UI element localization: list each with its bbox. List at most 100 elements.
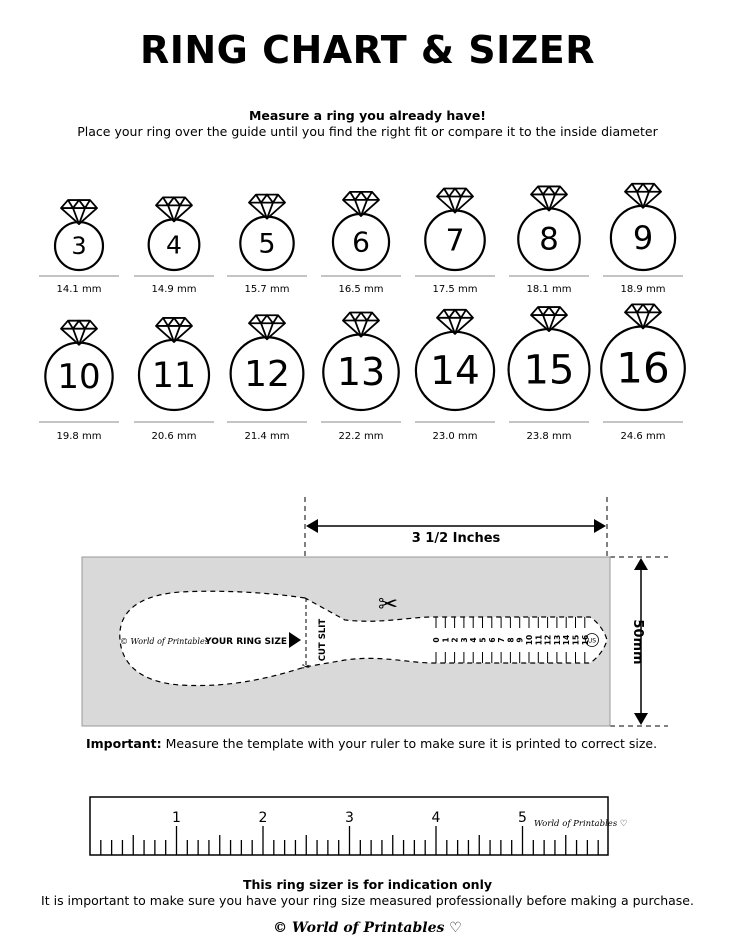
- ring-size-number: 12: [244, 354, 290, 395]
- scale-label: 8: [506, 637, 515, 642]
- ring-chart: 3 14.1 mm 4 14.9 mm 5 15.7 mm 6 16.5 mm 7 17.5 mm…: [39, 182, 686, 442]
- arrowhead-down-icon: [634, 713, 648, 725]
- ring-size-number: 13: [337, 350, 385, 394]
- cut-slit-label: CUT SLIT: [318, 619, 328, 662]
- ring-size-4: 4 14.9 mm: [134, 196, 214, 295]
- scale-label: 4: [469, 637, 478, 642]
- diamond-icon: [530, 185, 568, 212]
- ring-size-14: 14 23.0 mm: [414, 308, 496, 442]
- page-title: RING CHART & SIZER: [139, 28, 596, 72]
- ring-size-number: 4: [166, 230, 182, 259]
- your-ring-size-label: YOUR RING SIZE: [204, 637, 287, 647]
- ring-diameter: 19.8 mm: [57, 431, 102, 442]
- scale-label: 7: [497, 637, 506, 642]
- important-label: Important:: [86, 736, 162, 751]
- small-scissors-icon: ✂: [302, 662, 310, 673]
- diamond-icon: [155, 196, 193, 223]
- height-label: 50mm: [630, 619, 645, 664]
- subtitle: Measure a ring you already have!: [248, 108, 486, 123]
- ring-size-number: 5: [258, 228, 275, 259]
- ring-size-10: 10 19.8 mm: [39, 319, 119, 442]
- ring-diameter: 14.9 mm: [152, 284, 197, 295]
- ring-size-number: 16: [616, 343, 669, 392]
- disclaimer-text: It is important to make sure you have yo…: [41, 893, 694, 908]
- ring-size-12: 12 21.4 mm: [227, 314, 307, 442]
- footer-logo: © World of Printables ♡: [273, 920, 462, 936]
- diamond-icon: [436, 308, 474, 335]
- diamond-icon: [60, 319, 98, 346]
- ring-size-9: 9 18.9 mm: [603, 182, 683, 295]
- scale-label: 0: [432, 637, 441, 642]
- disclaimer-title: This ring sizer is for indication only: [242, 877, 493, 892]
- scale-label: 13: [553, 635, 562, 645]
- ring-size-number: 14: [430, 349, 480, 394]
- important-note: Important: Measure the template with you…: [86, 736, 657, 751]
- brand-mark: © World of Printables ♡: [120, 637, 219, 646]
- ruler-number: 1: [172, 810, 181, 826]
- us-badge: [585, 633, 599, 647]
- ruler-number: 5: [518, 810, 527, 826]
- scale-label: 9: [516, 637, 525, 642]
- diamond-icon: [60, 199, 98, 225]
- scissors-icon: ✂: [378, 590, 398, 618]
- scale-label: 11: [534, 635, 543, 645]
- scale-label: 15: [572, 635, 581, 645]
- ring-size-3: 3 14.1 mm: [39, 199, 119, 295]
- ring-diameter: 18.9 mm: [621, 284, 666, 295]
- diamond-icon: [342, 311, 380, 338]
- diamond-icon: [248, 193, 286, 220]
- ring-diameter: 14.1 mm: [57, 284, 102, 295]
- ring-size-7: 7 17.5 mm: [415, 187, 495, 295]
- diamond-icon: [248, 314, 286, 341]
- diamond-icon: [530, 306, 568, 332]
- size-scale: 0 1 2 3 4 5 6 7 8 9 10 11 12 13 14 15 16: [432, 617, 590, 663]
- ring-diameter: 23.0 mm: [433, 431, 478, 442]
- scale-label: 12: [544, 635, 553, 645]
- ring-diameter: 15.7 mm: [245, 284, 290, 295]
- ring-size-11: 11 20.6 mm: [134, 317, 214, 442]
- ring-size-number: 10: [57, 357, 100, 397]
- diamond-icon: [624, 303, 662, 330]
- ring-size-number: 9: [633, 219, 653, 257]
- ring-size-number: 3: [71, 232, 86, 260]
- scale-label: 1: [441, 637, 450, 642]
- ruler-number: 4: [432, 810, 441, 826]
- arrowhead-up-icon: [634, 558, 648, 570]
- ring-size-5: 5 15.7 mm: [227, 193, 307, 295]
- pointer-triangle-icon: [289, 632, 301, 648]
- us-badge-label: US: [588, 638, 596, 645]
- ring-size-number: 11: [152, 356, 197, 396]
- ring-diameter: 17.5 mm: [433, 284, 478, 295]
- arrowhead-left-icon: [306, 519, 318, 533]
- ruler-ticks: 1 2 3 4 5: [100, 810, 599, 855]
- ring-diameter: 20.6 mm: [152, 431, 197, 442]
- cut-out-strip[interactable]: [119, 590, 608, 687]
- ring-diameter: 23.8 mm: [527, 431, 572, 442]
- ruler-brand: World of Printables ♡: [534, 819, 628, 829]
- ruler-number: 2: [259, 810, 268, 826]
- ring-diameter: 18.1 mm: [527, 284, 572, 295]
- ruler: [89, 796, 609, 856]
- scale-label: 5: [479, 637, 488, 642]
- diamond-icon: [436, 187, 474, 214]
- diamond-icon: [342, 191, 380, 217]
- important-text: Measure the template with your ruler to …: [161, 736, 658, 751]
- ring-size-8: 8 18.1 mm: [509, 185, 589, 295]
- ring-size-16: 16 24.6 mm: [600, 303, 686, 442]
- template-background: [81, 556, 611, 727]
- ring-size-13: 13 22.2 mm: [321, 311, 401, 442]
- scale-label: 2: [451, 637, 460, 642]
- ring-size-number: 7: [445, 223, 464, 258]
- ring-size-number: 8: [539, 222, 559, 258]
- ring-diameter: 24.6 mm: [621, 431, 666, 442]
- ruler-number: 3: [345, 810, 354, 826]
- ring-size-15: 15 23.8 mm: [507, 306, 591, 442]
- scale-label: 16: [581, 635, 590, 645]
- arrowhead-right-icon: [594, 519, 606, 533]
- ring-diameter: 22.2 mm: [339, 431, 384, 442]
- ring-diameter: 21.4 mm: [245, 431, 290, 442]
- scale-label: 14: [562, 635, 571, 645]
- ring-diameter: 16.5 mm: [339, 284, 384, 295]
- scale-label: 3: [460, 637, 469, 642]
- scale-label: 6: [488, 637, 497, 642]
